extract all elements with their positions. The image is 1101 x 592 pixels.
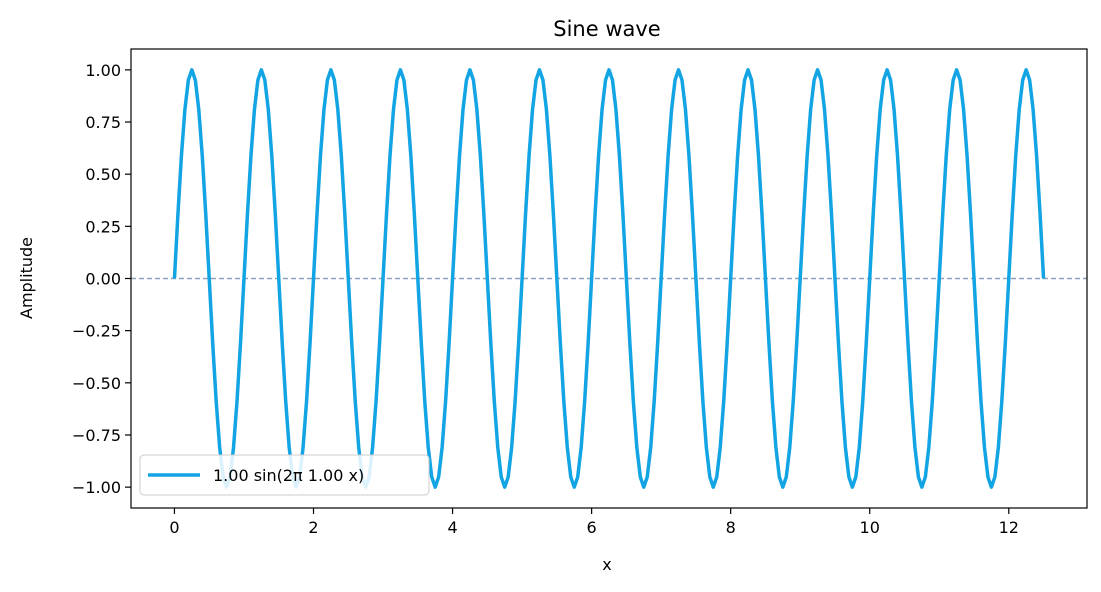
y-tick-label: −0.50 — [72, 374, 121, 393]
x-tick-label: 10 — [860, 518, 880, 537]
x-tick-label: 4 — [447, 518, 457, 537]
y-tick-label: 0.00 — [85, 270, 121, 289]
x-tick-label: 2 — [308, 518, 318, 537]
chart-title: Sine wave — [553, 17, 660, 41]
y-axis: 1.00 0.75 0.50 0.25 0.00 −0.25 −0.50 −0.75 −1.00 — [72, 61, 131, 497]
x-tick-label: 12 — [999, 518, 1019, 537]
y-tick-label: 1.00 — [85, 61, 121, 80]
x-axis: 0 2 4 6 8 10 12 — [169, 508, 1019, 537]
y-tick-label: −0.75 — [72, 426, 121, 445]
legend-box — [139, 454, 430, 496]
x-axis-label: x — [602, 555, 611, 574]
y-tick-label: −0.25 — [72, 322, 121, 341]
y-tick-label: 0.50 — [85, 165, 121, 184]
series-line-0 — [172, 68, 1046, 489]
x-tick-label: 8 — [726, 518, 736, 537]
y-tick-label: 0.25 — [85, 217, 121, 236]
x-tick-label: 6 — [587, 518, 597, 537]
legend: 1.00 sin(2π 1.00 x) — [139, 454, 430, 496]
y-tick-label: 0.75 — [85, 113, 121, 132]
legend-label: 1.00 sin(2π 1.00 x) — [213, 466, 364, 485]
y-axis-label: Amplitude — [17, 237, 36, 319]
x-tick-label: 0 — [169, 518, 179, 537]
y-tick-label: −1.00 — [72, 478, 121, 497]
plot-area — [131, 68, 1087, 489]
